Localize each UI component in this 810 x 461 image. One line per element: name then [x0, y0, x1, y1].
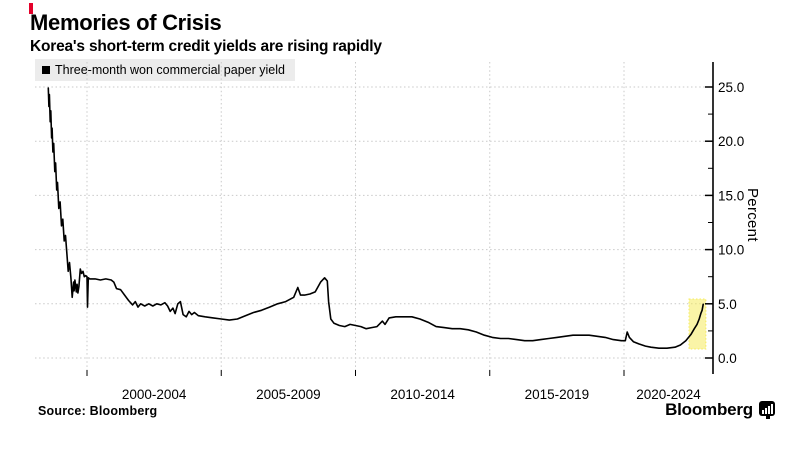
brand-logo: Bloomberg	[665, 400, 776, 420]
legend: Three-month won commercial paper yield	[35, 59, 295, 81]
x-axis-label: 2015-2019	[525, 387, 590, 402]
x-axis-label: 2010-2014	[390, 387, 455, 402]
chart-title: Memories of Crisis	[30, 10, 222, 35]
legend-marker-icon	[42, 66, 50, 74]
y-axis-tick-label: 15.0	[718, 188, 744, 203]
yield-line	[47, 87, 705, 350]
chart-subtitle: Korea's short-term credit yields are ris…	[30, 38, 382, 55]
source-note: Source: Bloomberg	[38, 404, 158, 418]
x-axis-label: 2020-2024	[636, 387, 701, 402]
y-axis-tick-label: 10.0	[718, 243, 744, 258]
y-axis-tick-label: 5.0	[718, 297, 737, 312]
brand-wordmark: Bloomberg	[665, 400, 753, 419]
y-axis-title: Percent	[744, 188, 761, 242]
y-axis-tick-label: 20.0	[718, 134, 744, 149]
x-axis-label: 2005-2009	[256, 387, 321, 402]
x-axis-label: 2000-2004	[122, 387, 187, 402]
red-accent-tick	[29, 3, 33, 14]
bloomberg-terminal-icon	[759, 401, 775, 419]
y-axis-tick-label: 25.0	[718, 80, 744, 95]
legend-label: Three-month won commercial paper yield	[55, 63, 285, 77]
y-axis-tick-label: 0.0	[718, 351, 737, 366]
